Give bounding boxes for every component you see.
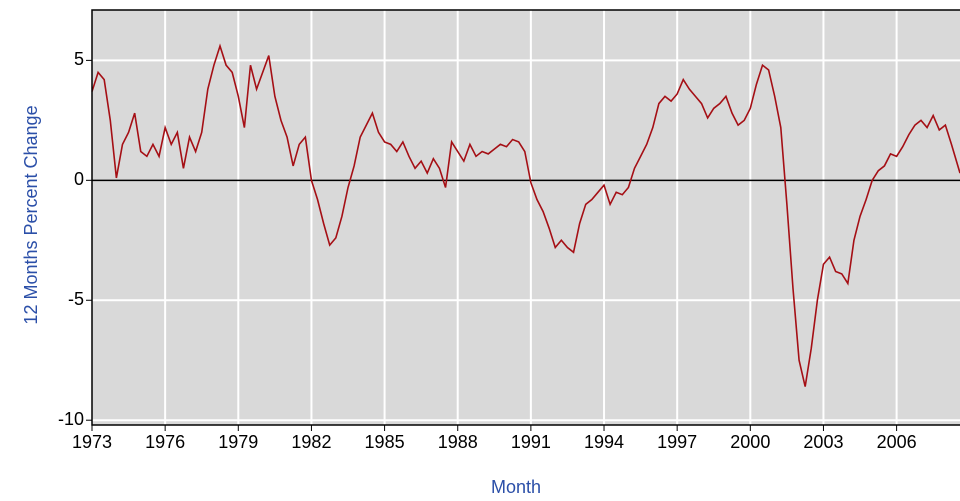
x-tick-label: 1994	[584, 432, 624, 452]
x-tick-label: 1985	[365, 432, 405, 452]
plot-area	[92, 10, 960, 425]
x-tick-label: 2000	[730, 432, 770, 452]
x-tick-label: 1976	[145, 432, 185, 452]
y-tick-label: -10	[58, 409, 84, 429]
x-tick-label: 1973	[72, 432, 112, 452]
y-tick-label: 5	[74, 49, 84, 69]
x-tick-label: 2003	[803, 432, 843, 452]
x-tick-label: 2006	[877, 432, 917, 452]
x-tick-label: 1982	[291, 432, 331, 452]
x-tick-label: 1991	[511, 432, 551, 452]
x-axis-label: Month	[491, 477, 541, 497]
plot-frame	[91, 9, 960, 426]
x-tick-label: 1979	[218, 432, 258, 452]
data-line	[91, 43, 960, 387]
y-axis-label: 12 Months Percent Change	[21, 105, 41, 324]
x-tick-label: 1988	[438, 432, 478, 452]
y-tick-label: 0	[74, 169, 84, 189]
y-tick-label: -5	[68, 289, 84, 309]
x-tick-label: 1997	[657, 432, 697, 452]
